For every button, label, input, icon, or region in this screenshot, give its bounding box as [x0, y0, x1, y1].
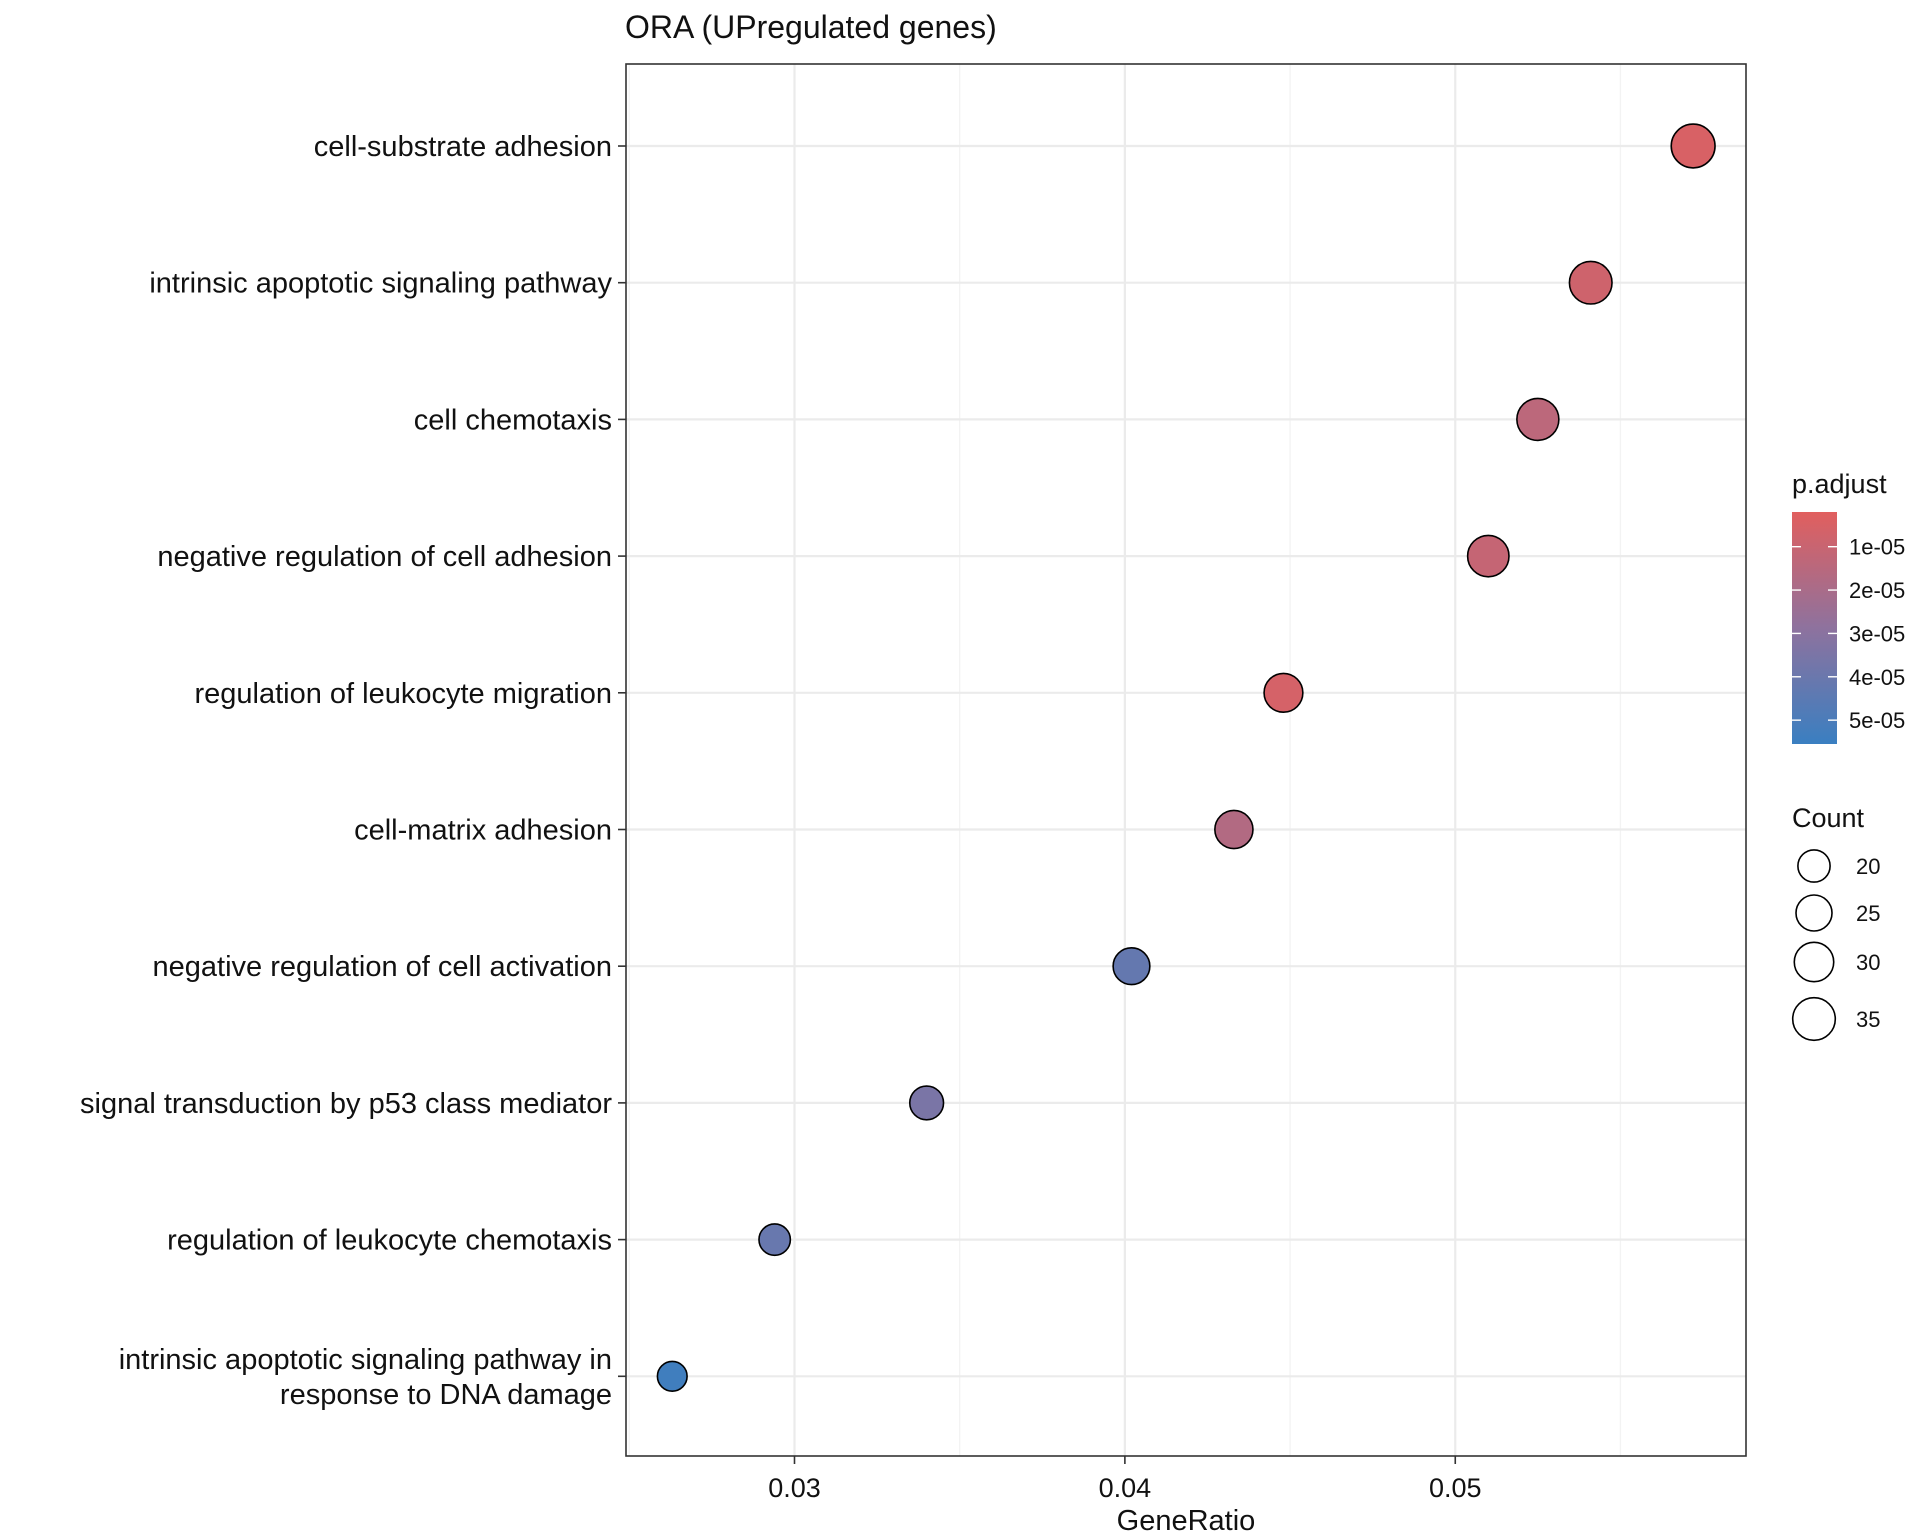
x-tick-label: 0.04 — [1099, 1473, 1152, 1503]
colorbar-tick-label: 5e-05 — [1849, 708, 1905, 733]
y-tick-label: response to DNA damage — [280, 1379, 612, 1411]
y-tick-label: cell chemotaxis — [414, 404, 612, 436]
grid-lines — [626, 64, 1746, 1456]
size-legend-circle — [1795, 894, 1833, 932]
y-tick-label: regulation of leukocyte migration — [194, 678, 612, 710]
data-point — [758, 1223, 792, 1257]
chart-title: ORA (UPregulated genes) — [625, 9, 997, 45]
data-point — [1670, 123, 1716, 169]
x-axis: 0.03 0.04 0.05 — [768, 1456, 1482, 1503]
size-legend-circle — [1797, 849, 1831, 883]
y-tick-label: cell-matrix adhesion — [354, 815, 612, 847]
data-point — [1214, 809, 1254, 850]
size-legend-label: 30 — [1856, 950, 1880, 975]
data-point — [908, 1085, 945, 1121]
size-legend-label: 20 — [1856, 854, 1880, 879]
y-tick-label: signal transduction by p53 class mediato… — [80, 1088, 612, 1120]
x-axis-label: GeneRatio — [1117, 1505, 1256, 1536]
colorbar-tick-label: 2e-05 — [1849, 578, 1905, 603]
y-axis: cell-substrate adhesion intrinsic apoptot… — [80, 131, 626, 1411]
size-legend-title: Count — [1792, 803, 1865, 833]
colorbar-tick-label: 4e-05 — [1849, 665, 1905, 690]
color-bar — [1792, 512, 1837, 744]
data-points — [656, 123, 1716, 1392]
y-tick-label: cell-substrate adhesion — [314, 131, 612, 163]
size-legend-label: 25 — [1856, 901, 1880, 926]
size-legend-label: 35 — [1856, 1007, 1880, 1032]
color-legend: p.adjust 1e-05 2e-05 3e-05 4e-05 5e-05 — [1792, 469, 1905, 744]
size-legend-circle — [1793, 941, 1835, 983]
data-point — [1568, 260, 1613, 305]
size-legend: Count 20 25 30 35 — [1791, 803, 1880, 1042]
y-tick-label: negative regulation of cell activation — [153, 951, 612, 983]
data-point — [1263, 672, 1304, 713]
data-point — [656, 1360, 688, 1392]
y-tick-label: intrinsic apoptotic signaling pathway — [149, 268, 612, 300]
colorbar-tick-label: 3e-05 — [1849, 621, 1905, 646]
data-point — [1516, 397, 1560, 442]
x-tick-label: 0.03 — [768, 1473, 821, 1503]
data-point — [1466, 534, 1510, 578]
color-legend-title: p.adjust — [1792, 469, 1887, 499]
panel-border — [625, 63, 1747, 1457]
y-tick-label: negative regulation of cell adhesion — [157, 541, 612, 573]
data-point — [1112, 947, 1151, 986]
y-tick-label: intrinsic apoptotic signaling pathway in — [119, 1344, 612, 1376]
x-tick-label: 0.05 — [1429, 1473, 1482, 1503]
y-tick-label: regulation of leukocyte chemotaxis — [167, 1225, 612, 1257]
colorbar-tick-label: 1e-05 — [1849, 535, 1905, 560]
size-legend-circle — [1791, 996, 1837, 1042]
